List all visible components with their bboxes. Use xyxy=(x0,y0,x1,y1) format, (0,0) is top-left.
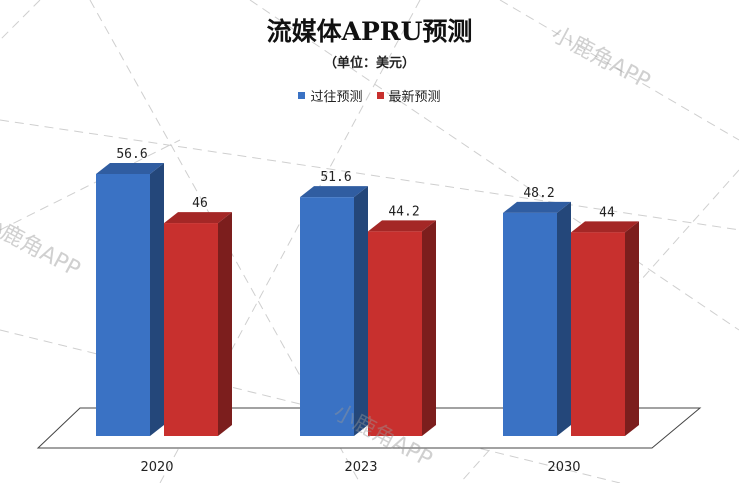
bar-past-forecast xyxy=(503,212,557,436)
x-tick-label: 2020 xyxy=(140,460,173,475)
data-label: 51.6 xyxy=(320,170,351,185)
chart-title: 流媒体APRU预测 xyxy=(266,17,473,46)
background-dash-line xyxy=(0,119,739,231)
bar-side xyxy=(218,212,232,436)
bar-latest-forecast xyxy=(571,232,625,436)
bar-top xyxy=(503,201,571,213)
bar-top xyxy=(164,212,232,224)
bar-past-forecast xyxy=(300,197,354,436)
x-tick-label: 2023 xyxy=(344,460,377,475)
legend-label-past: 过往预测 xyxy=(310,90,363,105)
bar-side xyxy=(557,201,571,436)
background-dash-line xyxy=(0,0,41,41)
background-dash-line xyxy=(0,139,181,231)
data-label: 46 xyxy=(192,196,208,211)
legend-item-past: 过往预测 xyxy=(298,86,363,105)
legend-swatch-past xyxy=(298,92,306,99)
bar-latest-forecast xyxy=(368,231,422,436)
bar-side xyxy=(354,186,368,436)
data-label: 44 xyxy=(599,205,615,220)
legend-swatch-latest xyxy=(376,92,384,99)
bar-top xyxy=(300,186,368,198)
data-label: 48.2 xyxy=(523,186,554,201)
bar-latest-forecast xyxy=(164,223,218,436)
bar-top xyxy=(368,220,436,232)
bar-top xyxy=(571,221,639,233)
legend: 过往预测 最新预测 xyxy=(0,86,739,105)
chart-subtitle: （单位：美元） xyxy=(323,56,415,71)
legend-item-latest: 最新预测 xyxy=(376,86,441,105)
bar-side xyxy=(150,163,164,436)
x-tick-label: 2030 xyxy=(547,460,580,475)
background-dash-line xyxy=(249,0,739,331)
data-label: 56.6 xyxy=(116,147,147,162)
bar-top xyxy=(96,163,164,174)
bar-past-forecast xyxy=(96,174,150,436)
bar-side xyxy=(625,221,639,436)
legend-label-latest: 最新预测 xyxy=(388,90,441,105)
data-label: 44.2 xyxy=(388,204,419,219)
background-dash-line xyxy=(499,0,739,141)
bar-side xyxy=(422,220,436,436)
